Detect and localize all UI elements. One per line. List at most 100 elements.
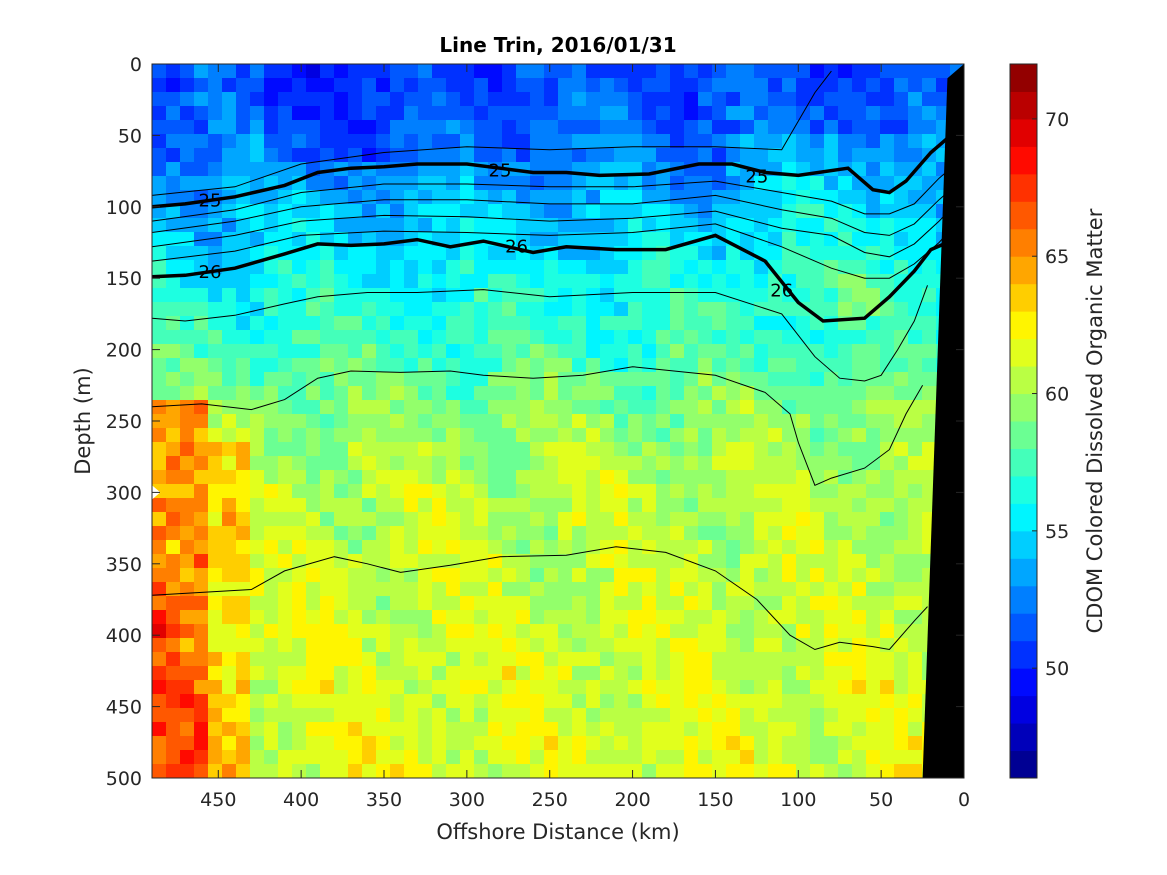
heat-cell — [208, 232, 223, 247]
colorbar-segment — [1010, 338, 1037, 367]
x-tick-label: 100 — [780, 789, 816, 811]
colorbar-segment — [1010, 64, 1037, 92]
heat-cell — [908, 470, 923, 485]
heat-cell — [376, 190, 391, 205]
heat-cell — [558, 106, 573, 121]
heat-cell — [698, 708, 713, 723]
heat-cell — [292, 344, 307, 359]
heat-cell — [544, 652, 559, 667]
heat-cell — [782, 582, 797, 597]
heat-cell — [502, 512, 517, 527]
heat-cell — [264, 274, 279, 289]
heat-cell — [306, 512, 321, 527]
heat-cell — [222, 358, 237, 373]
heat-cell — [810, 148, 825, 163]
heat-cell — [698, 554, 713, 569]
heat-cell — [740, 638, 755, 653]
heat-cell — [670, 722, 685, 737]
heat-cell — [614, 148, 629, 163]
heat-cell — [698, 414, 713, 429]
heat-cell — [362, 736, 377, 751]
heat-cell — [362, 442, 377, 457]
heat-cell — [558, 148, 573, 163]
heat-cell — [670, 64, 685, 79]
heat-cell — [670, 540, 685, 555]
heat-cell — [628, 694, 643, 709]
heat-cell — [894, 484, 909, 499]
heat-cell — [348, 106, 363, 121]
heat-cell — [390, 498, 405, 513]
heat-cell — [866, 512, 881, 527]
heat-cell — [432, 470, 447, 485]
heat-cell — [768, 484, 783, 499]
heat-cell — [362, 498, 377, 513]
heat-cell — [782, 680, 797, 695]
heat-cell — [390, 568, 405, 583]
heat-cell — [362, 540, 377, 555]
y-tick-label: 250 — [106, 411, 142, 433]
heat-cell — [432, 120, 447, 135]
heat-cell — [642, 106, 657, 121]
heat-cell — [530, 386, 545, 401]
heat-cell — [180, 92, 195, 107]
heat-cell — [404, 120, 419, 135]
heat-cell — [152, 680, 167, 695]
heat-cell — [278, 526, 293, 541]
heat-cell — [376, 610, 391, 625]
heat-cell — [544, 372, 559, 387]
heat-cell — [194, 288, 209, 303]
heat-cell — [628, 750, 643, 765]
y-axis-label: Depth (m) — [71, 367, 95, 474]
heat-cell — [432, 680, 447, 695]
heat-cell — [712, 204, 727, 219]
heat-cell — [208, 330, 223, 345]
heat-cell — [376, 274, 391, 289]
heat-cell — [208, 162, 223, 177]
heat-cell — [432, 512, 447, 527]
colorbar-segment — [1010, 723, 1037, 752]
heat-cell — [530, 162, 545, 177]
heat-cell — [586, 78, 601, 93]
heat-cell — [250, 512, 265, 527]
heat-cell — [250, 302, 265, 317]
heat-cell — [166, 316, 181, 331]
heat-cell — [208, 554, 223, 569]
heat-cell — [334, 106, 349, 121]
heat-cell — [642, 134, 657, 149]
heat-cell — [544, 274, 559, 289]
heat-cell — [516, 456, 531, 471]
heat-cell — [194, 680, 209, 695]
heat-cell — [600, 414, 615, 429]
heat-cell — [530, 372, 545, 387]
heat-cell — [558, 652, 573, 667]
heat-cell — [740, 218, 755, 233]
heat-cell — [516, 92, 531, 107]
heat-cell — [306, 582, 321, 597]
heat-cell — [292, 288, 307, 303]
heat-cell — [670, 232, 685, 247]
heat-cell — [838, 624, 853, 639]
heat-cell — [404, 316, 419, 331]
heat-cell — [516, 120, 531, 135]
heat-cell — [726, 708, 741, 723]
heat-cell — [418, 680, 433, 695]
heat-cell — [250, 92, 265, 107]
heat-cell — [348, 232, 363, 247]
heat-cell — [390, 652, 405, 667]
heat-cell — [908, 582, 923, 597]
heat-cell — [558, 176, 573, 191]
heat-cell — [628, 274, 643, 289]
heat-cell — [810, 218, 825, 233]
heat-cell — [628, 204, 643, 219]
heat-cell — [558, 470, 573, 485]
heat-cell — [166, 330, 181, 345]
heat-cell — [628, 624, 643, 639]
heat-cell — [194, 456, 209, 471]
heat-cell — [698, 456, 713, 471]
heat-cell — [404, 414, 419, 429]
heat-cell — [810, 414, 825, 429]
heat-cell — [684, 400, 699, 415]
heat-cell — [586, 456, 601, 471]
heat-cell — [152, 764, 167, 778]
heat-cell — [768, 750, 783, 765]
